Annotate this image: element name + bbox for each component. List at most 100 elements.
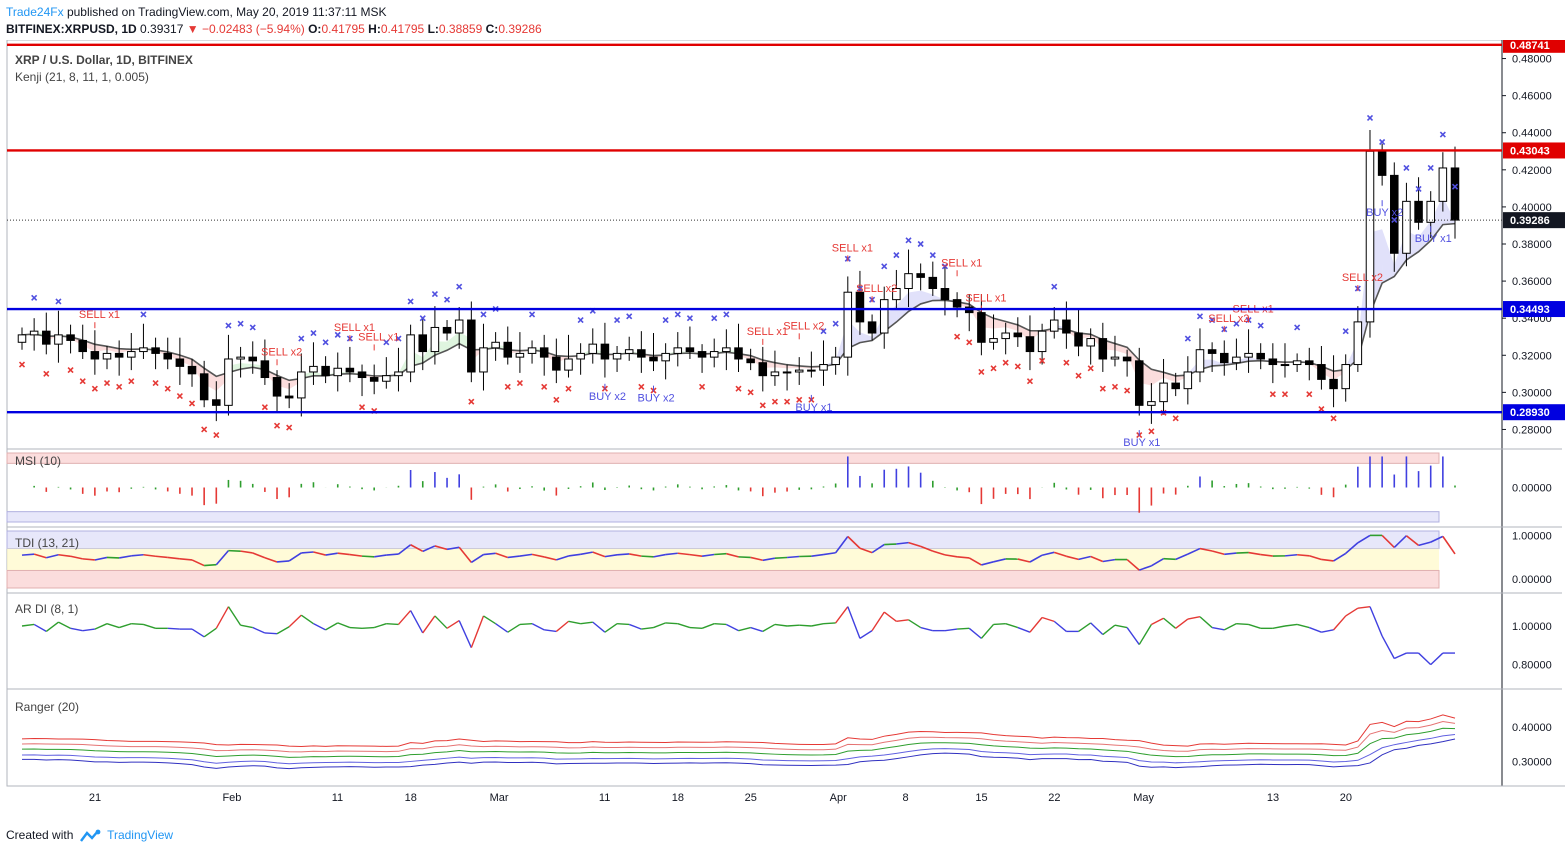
up-cross-marker xyxy=(1233,320,1240,327)
candle xyxy=(527,340,537,364)
candle xyxy=(1219,340,1229,376)
candle-body xyxy=(309,365,318,373)
ardi-line-segment xyxy=(1078,622,1092,632)
candle xyxy=(333,352,343,392)
close-label: C: xyxy=(485,22,499,36)
candle-body xyxy=(66,334,75,341)
up-cross-marker xyxy=(310,329,317,337)
tdi-line-segment xyxy=(835,536,849,554)
up-cross-marker xyxy=(1451,183,1459,190)
candle xyxy=(952,292,962,318)
ardi-line-segment xyxy=(167,627,180,630)
candle xyxy=(357,364,367,397)
kenji-band xyxy=(1163,372,1176,383)
sell-signal-label: SELL x1 xyxy=(358,331,399,343)
x-tick-label: 18 xyxy=(405,792,417,804)
ardi-line-segment xyxy=(495,623,509,633)
ardi-line-segment xyxy=(750,626,764,633)
tdi-line-segment xyxy=(33,553,47,559)
publisher-name[interactable]: Trade24Fx xyxy=(6,5,64,19)
tdi-line-segment xyxy=(434,545,448,551)
candle-body xyxy=(1183,371,1193,390)
x-tick-label: May xyxy=(1133,792,1154,804)
candle xyxy=(272,370,282,412)
kenji-band xyxy=(1418,220,1431,252)
candle-body xyxy=(794,369,804,373)
tdi-line-segment xyxy=(58,553,71,558)
tdi-line-segment xyxy=(641,555,654,558)
ardi-line-segment xyxy=(215,606,230,629)
tdi-line-segment xyxy=(859,547,873,554)
candle xyxy=(199,360,209,408)
down-cross-marker xyxy=(1330,415,1337,422)
candle xyxy=(1037,323,1047,365)
down-cross-marker xyxy=(541,383,548,390)
candle xyxy=(1402,182,1411,267)
candle-body xyxy=(224,358,233,406)
high-label: H: xyxy=(368,22,381,36)
tdi-line-segment xyxy=(920,545,934,552)
down-cross-marker xyxy=(1124,387,1131,394)
candle-body xyxy=(369,377,379,382)
candle xyxy=(90,330,100,375)
ardi-line-segment xyxy=(957,627,970,630)
ardi-line-segment xyxy=(1309,626,1322,633)
candle-body xyxy=(1147,401,1156,406)
candle xyxy=(163,337,172,370)
candle-body xyxy=(600,343,610,360)
down-cross-marker xyxy=(67,367,74,374)
candle-body xyxy=(1232,356,1241,364)
down-cross-marker xyxy=(1269,391,1276,398)
ardi-line-segment xyxy=(847,606,861,639)
tdi-line-segment xyxy=(932,550,946,556)
candle xyxy=(1171,372,1180,397)
candle xyxy=(661,343,670,380)
candle-body xyxy=(1086,338,1095,347)
candle-body xyxy=(539,347,549,358)
tdi-line-segment xyxy=(811,553,824,557)
tdi-line-segment xyxy=(1187,547,1201,555)
up-cross-marker xyxy=(1342,328,1349,335)
candle-body xyxy=(1438,167,1448,202)
down-cross-marker xyxy=(176,393,183,400)
candle xyxy=(187,358,197,387)
tdi-line-segment xyxy=(629,553,642,557)
ardi-line-segment xyxy=(665,622,678,625)
tdi-line-segment xyxy=(446,546,460,551)
candle xyxy=(114,340,124,376)
candle xyxy=(843,276,853,376)
up-cross-marker xyxy=(613,316,621,324)
down-cross-marker xyxy=(771,398,778,405)
candle xyxy=(1086,328,1095,365)
up-cross-marker xyxy=(1403,164,1410,172)
up-cross-marker xyxy=(1257,322,1264,329)
tdi-line-segment xyxy=(288,552,302,562)
x-tick-label: Mar xyxy=(490,792,509,804)
tdi-line-segment xyxy=(750,556,763,562)
ardi-line-segment xyxy=(738,626,751,632)
candle xyxy=(867,314,877,341)
candle xyxy=(1049,307,1059,339)
ardi-line-segment xyxy=(373,623,387,629)
candle-body xyxy=(54,334,63,345)
candle-body xyxy=(187,365,197,375)
ardi-line-segment xyxy=(240,624,253,629)
tradingview-brand[interactable]: TradingView xyxy=(107,828,174,842)
candle-body xyxy=(1037,330,1047,353)
candle xyxy=(734,323,743,372)
sell-signal-label: SELL x1 xyxy=(79,309,120,321)
candle-body xyxy=(855,291,865,323)
candle-body xyxy=(1134,360,1144,406)
y-tick-label: 0.32000 xyxy=(1512,350,1552,362)
candle-body xyxy=(637,349,646,358)
close-value: 0.39286 xyxy=(498,22,542,36)
tdi-line-segment xyxy=(1163,557,1176,561)
ardi-line-segment xyxy=(859,630,873,639)
ardi-line-segment xyxy=(1272,625,1286,630)
down-cross-marker xyxy=(553,396,560,403)
candle xyxy=(236,346,245,378)
candle-body xyxy=(1171,382,1180,390)
candle-body xyxy=(734,347,743,360)
chart-area[interactable]: 0.280000.300000.320000.340000.360000.380… xyxy=(0,40,1565,826)
tdi-line-segment xyxy=(1418,541,1431,547)
